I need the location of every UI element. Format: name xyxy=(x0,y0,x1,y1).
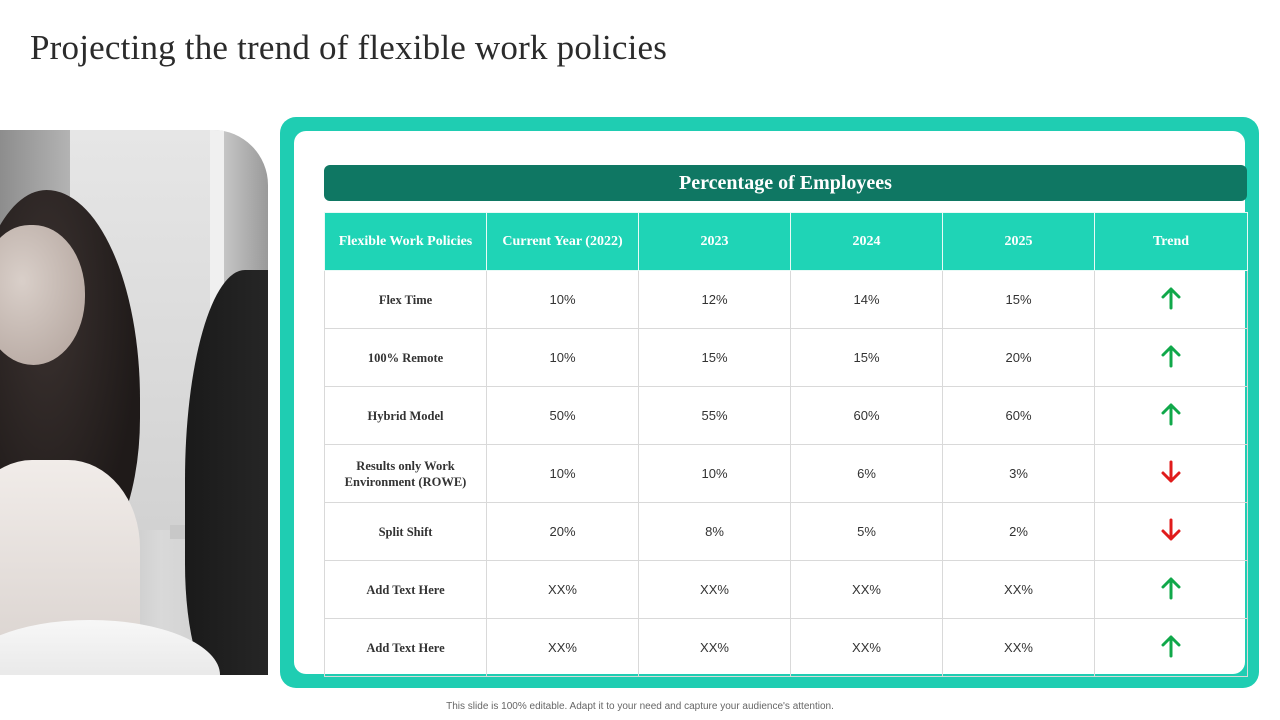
value-cell-2024: 60% xyxy=(790,386,943,445)
value-cell-2024: 6% xyxy=(790,444,943,503)
policy-cell: Add Text Here xyxy=(324,618,487,677)
header-row: Flexible Work Policies Current Year (202… xyxy=(324,212,1248,271)
value-cell-2022: 10% xyxy=(486,444,639,503)
column-header: Current Year (2022) xyxy=(486,212,639,271)
value-cell-2025: 2% xyxy=(942,502,1095,561)
value-cell-2023: 8% xyxy=(638,502,791,561)
value-cell-2025: 20% xyxy=(942,328,1095,387)
column-header: Trend xyxy=(1094,212,1248,271)
value-cell-2022: 20% xyxy=(486,502,639,561)
column-header: Flexible Work Policies xyxy=(324,212,487,271)
arrow-up-icon xyxy=(1161,287,1181,309)
table-row: Add Text Here XX% XX% XX% XX% xyxy=(324,560,1248,619)
trend-cell xyxy=(1094,386,1248,445)
arrow-up-icon xyxy=(1161,577,1181,599)
trend-cell xyxy=(1094,270,1248,329)
table-banner: Percentage of Employees xyxy=(324,165,1247,201)
policy-cell: 100% Remote xyxy=(324,328,487,387)
value-cell-2024: XX% xyxy=(790,618,943,677)
value-cell-2024: XX% xyxy=(790,560,943,619)
value-cell-2024: 14% xyxy=(790,270,943,329)
value-cell-2022: XX% xyxy=(486,618,639,677)
value-cell-2025: 3% xyxy=(942,444,1095,503)
column-header: 2023 xyxy=(638,212,791,271)
trend-cell xyxy=(1094,560,1248,619)
value-cell-2023: 55% xyxy=(638,386,791,445)
office-photo xyxy=(0,130,268,675)
table-row: Add Text Here XX% XX% XX% XX% xyxy=(324,618,1248,677)
policy-cell: Split Shift xyxy=(324,502,487,561)
value-cell-2023: XX% xyxy=(638,560,791,619)
value-cell-2023: XX% xyxy=(638,618,791,677)
value-cell-2022: XX% xyxy=(486,560,639,619)
value-cell-2024: 15% xyxy=(790,328,943,387)
value-cell-2022: 10% xyxy=(486,270,639,329)
trend-cell xyxy=(1094,328,1248,387)
value-cell-2025: 60% xyxy=(942,386,1095,445)
column-header: 2025 xyxy=(942,212,1095,271)
table-row: Flex Time 10% 12% 14% 15% xyxy=(324,270,1248,329)
policy-cell: Hybrid Model xyxy=(324,386,487,445)
value-cell-2025: XX% xyxy=(942,560,1095,619)
arrow-up-icon xyxy=(1161,345,1181,367)
value-cell-2025: XX% xyxy=(942,618,1095,677)
table-row: Hybrid Model 50% 55% 60% 60% xyxy=(324,386,1248,445)
value-cell-2024: 5% xyxy=(790,502,943,561)
arrow-down-icon xyxy=(1161,460,1181,482)
value-cell-2022: 50% xyxy=(486,386,639,445)
arrow-up-icon xyxy=(1161,403,1181,425)
column-header: 2024 xyxy=(790,212,943,271)
arrow-up-icon xyxy=(1161,635,1181,657)
value-cell-2025: 15% xyxy=(942,270,1095,329)
trend-cell xyxy=(1094,444,1248,503)
footer-note: This slide is 100% editable. Adapt it to… xyxy=(446,701,834,712)
slide-title: Projecting the trend of flexible work po… xyxy=(30,28,668,67)
table-row: Results only Work Environment (ROWE) 10% 1… xyxy=(324,444,1248,503)
policy-cell: Add Text Here xyxy=(324,560,487,619)
value-cell-2023: 10% xyxy=(638,444,791,503)
policy-table: Flexible Work Policies Current Year (202… xyxy=(324,212,1248,677)
table-frame: Percentage of Employees Flexible Work Po… xyxy=(280,117,1259,688)
trend-cell xyxy=(1094,502,1248,561)
value-cell-2023: 15% xyxy=(638,328,791,387)
table-row: 100% Remote 10% 15% 15% 20% xyxy=(324,328,1248,387)
arrow-down-icon xyxy=(1161,518,1181,540)
table-row: Split Shift 20% 8% 5% 2% xyxy=(324,502,1248,561)
policy-cell: Results only Work Environment (ROWE) xyxy=(324,444,487,503)
value-cell-2023: 12% xyxy=(638,270,791,329)
policy-cell: Flex Time xyxy=(324,270,487,329)
value-cell-2022: 10% xyxy=(486,328,639,387)
table-panel: Percentage of Employees Flexible Work Po… xyxy=(294,131,1248,677)
trend-cell xyxy=(1094,618,1248,677)
